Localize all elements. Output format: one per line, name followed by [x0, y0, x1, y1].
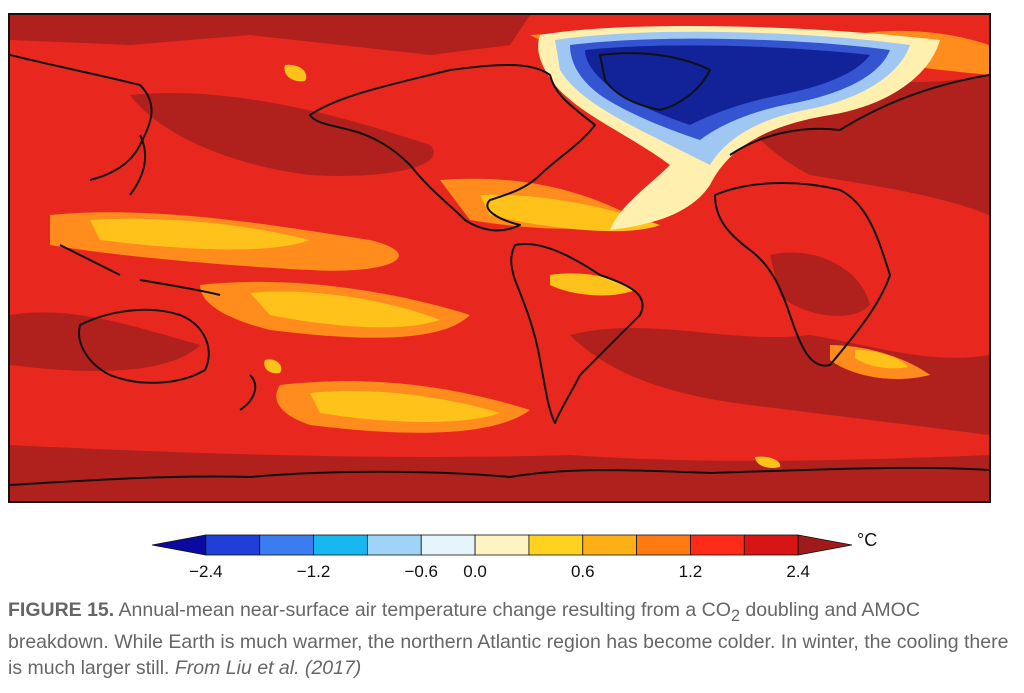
colorbar — [151, 534, 853, 556]
colorbar-segment — [582, 534, 638, 556]
colorbar-tick-label: 0.6 — [570, 562, 595, 581]
caption-text-part2: doubling and AMOC breakdown. While Earth… — [8, 599, 1009, 679]
colorbar-tick-label: 2.4 — [786, 562, 810, 581]
caption-source: From Liu et al. (2017) — [174, 656, 362, 679]
coastlines — [10, 52, 989, 486]
yellow-regions — [90, 64, 908, 468]
colorbar-segment — [743, 534, 799, 556]
caption-text-part1: Annual-mean near-surface air temperature… — [114, 599, 731, 621]
colorbar-segment — [690, 534, 745, 556]
colorbar-unit-label: °C — [857, 530, 878, 550]
colorbar-segment — [205, 534, 261, 556]
colorbar-tick-label: 0.0 — [463, 562, 487, 581]
colorbar-segment — [636, 534, 691, 556]
temperature-map — [8, 13, 991, 503]
figure-caption: FIGURE 15. Annual-mean near-surface air … — [8, 597, 1016, 681]
figure-label: FIGURE 15. — [8, 599, 115, 621]
colorbar-segment — [313, 534, 368, 556]
colorbar-segment — [528, 534, 584, 556]
colorbar-tick-label: −2.4 — [189, 562, 223, 581]
map-canvas — [10, 15, 989, 501]
colorbar-segment — [420, 534, 476, 556]
north-atlantic-cooling — [538, 25, 940, 231]
colorbar-segment — [474, 534, 530, 556]
colorbar-segment — [151, 534, 207, 556]
colorbar-tick-label: −0.6 — [404, 562, 438, 581]
colorbar-tick-label: 1.2 — [678, 562, 703, 581]
colorbar-segment — [797, 534, 853, 556]
caption-subscript: 2 — [730, 606, 740, 625]
colorbar-tick-label: −1.2 — [296, 562, 331, 581]
colorbar-segment — [259, 534, 314, 556]
colorbar-segment — [366, 534, 422, 556]
